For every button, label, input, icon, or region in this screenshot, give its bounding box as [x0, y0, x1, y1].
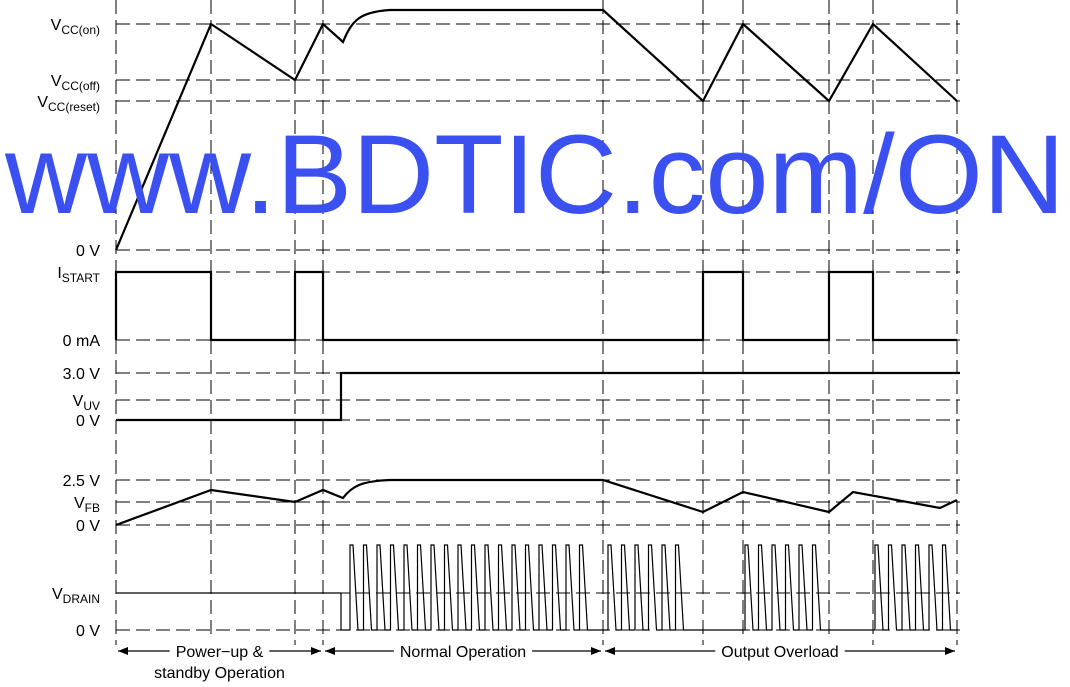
- label-main: 0 V: [76, 413, 100, 430]
- label-sub: CC(off): [62, 79, 100, 93]
- vfb-waveform: [115, 478, 958, 527]
- axis-label: VDRAIN: [52, 586, 100, 606]
- label-sub: CC(reset): [48, 100, 100, 114]
- axis-label: 2.5 V: [63, 473, 101, 490]
- label-main: V: [74, 495, 85, 512]
- phase-label: Power−up &: [176, 644, 264, 661]
- phases: Power−up & standby Operation Normal Operat…: [118, 640, 955, 682]
- label-main: V: [52, 586, 63, 603]
- label-main: 0 mA: [63, 333, 101, 350]
- label-bg: [715, 640, 845, 662]
- axis-label: 3.0 V: [63, 366, 101, 383]
- label-main: 2.5 V: [63, 473, 101, 490]
- label-sub: FB: [85, 501, 100, 515]
- vcc-waveform: [114, 8, 958, 251]
- axis-label: 0 V: [76, 518, 100, 535]
- axis-label: VCC(on): [51, 17, 100, 37]
- axis-label: 0 V: [76, 623, 100, 640]
- phase-label: standby Operation: [154, 665, 285, 682]
- istart-waveform: [114, 270, 957, 342]
- label-main: V: [51, 73, 62, 90]
- vdrain-waveform: [116, 544, 957, 631]
- label-main: 3.0 V: [63, 366, 101, 383]
- axis-label: ISTART: [57, 265, 100, 285]
- axis-label: VCC(reset): [37, 94, 100, 114]
- axis-label: VCC(off): [51, 73, 100, 93]
- label-main: V: [37, 94, 48, 111]
- label-sub: DRAIN: [63, 592, 100, 606]
- label-sub: UV: [83, 399, 100, 413]
- label-main: 0 V: [76, 623, 100, 640]
- label-main: V: [51, 17, 62, 34]
- phase-label: Output Overload: [721, 644, 838, 661]
- label-sub: START: [62, 271, 101, 285]
- label-sub: CC(on): [61, 23, 100, 37]
- label-bg: [393, 640, 533, 662]
- axis-label: 0 V: [76, 243, 100, 260]
- watermark: www.BDTIC.com/ON: [4, 112, 1065, 237]
- axis-label: 0 V: [76, 413, 100, 430]
- label-main: I: [57, 265, 61, 282]
- phase-label: Normal Operation: [400, 644, 526, 661]
- axis-label: VUV: [73, 393, 100, 413]
- label-bg: [169, 640, 270, 662]
- axis-label: VFB: [74, 495, 100, 515]
- vuv-waveform: [116, 371, 960, 422]
- axis-label: 0 mA: [63, 333, 101, 350]
- grid: [115, 0, 960, 645]
- label-main: V: [73, 393, 84, 410]
- label-main: 0 V: [76, 243, 100, 260]
- label-main: 0 V: [76, 518, 100, 535]
